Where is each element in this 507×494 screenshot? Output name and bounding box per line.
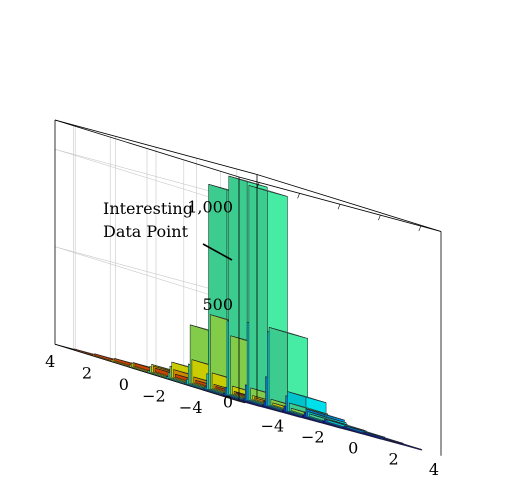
z-tick-label: 0 xyxy=(223,392,233,411)
axis-box-back-edge xyxy=(54,119,258,175)
bar-face-top xyxy=(346,425,386,438)
bar-face-top xyxy=(248,185,288,197)
bar-face-top xyxy=(364,431,404,444)
annotation-line-2: Data Point xyxy=(103,222,189,241)
x-tick-label: 0 xyxy=(348,438,358,457)
x-tick-label: 4 xyxy=(429,460,439,479)
annotation: Interesting Data Point xyxy=(103,199,233,261)
y-tick-label: −4 xyxy=(179,398,203,417)
bar-face-top xyxy=(287,391,327,403)
bar-face-top xyxy=(327,419,367,432)
x-tick-mark xyxy=(418,225,422,232)
bar xyxy=(382,437,422,451)
axis-box-front-edge xyxy=(256,174,442,232)
x-tick-mark xyxy=(256,182,260,188)
annotation-arrow xyxy=(202,243,233,261)
z-tick-mark xyxy=(238,400,246,404)
annotation-line-1: Interesting xyxy=(103,199,193,218)
bar-face-top xyxy=(305,408,345,421)
bar-face-top xyxy=(382,437,422,450)
tick-labels: −4 −2 0 2 4 −4 −2 0 2 4 0 500 1,000 xyxy=(45,197,439,479)
axis-box-back-edge xyxy=(54,343,240,402)
z-tick-label: 500 xyxy=(202,295,233,314)
y-tick-label: 4 xyxy=(45,352,55,371)
x-tick-label: −2 xyxy=(301,427,325,446)
axis-box-back-edge xyxy=(54,119,240,178)
bar-face-side xyxy=(268,327,288,412)
x-tick-mark xyxy=(378,215,381,221)
bar-face-top xyxy=(307,411,347,424)
y-tick-label: 2 xyxy=(82,364,92,383)
x-tick-mark xyxy=(337,204,341,210)
front-frame xyxy=(238,174,442,456)
z-tick-label: 1,000 xyxy=(187,197,233,216)
y-tick-label: 0 xyxy=(119,375,129,394)
bar-face-side xyxy=(248,185,268,406)
x-tick-label: 2 xyxy=(389,449,399,468)
bar-face-top xyxy=(228,175,268,188)
y-tick-label: −2 xyxy=(142,386,166,405)
bar-face-top xyxy=(289,402,329,415)
x-tick-label: −4 xyxy=(261,417,285,436)
x-tick-mark xyxy=(297,193,300,199)
bar-face-top xyxy=(268,327,308,339)
